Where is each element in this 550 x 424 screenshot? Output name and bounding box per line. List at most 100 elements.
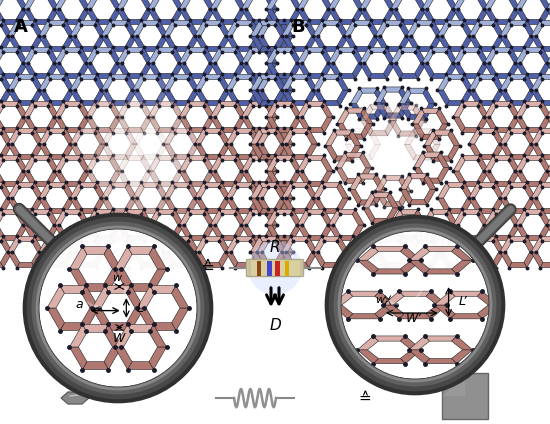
Polygon shape: [86, 47, 97, 63]
Polygon shape: [297, 63, 309, 78]
Polygon shape: [79, 74, 97, 80]
Polygon shape: [399, 20, 411, 36]
Polygon shape: [141, 171, 153, 187]
Polygon shape: [266, 9, 277, 25]
Polygon shape: [70, 90, 82, 106]
Polygon shape: [1, 181, 19, 187]
Polygon shape: [547, 63, 550, 78]
Polygon shape: [398, 131, 416, 136]
Polygon shape: [306, 237, 317, 252]
Polygon shape: [274, 20, 287, 36]
Polygon shape: [32, 73, 50, 78]
Polygon shape: [281, 237, 293, 252]
Polygon shape: [104, 347, 122, 370]
Polygon shape: [290, 46, 309, 52]
Polygon shape: [274, 128, 287, 144]
Polygon shape: [524, 144, 536, 159]
Polygon shape: [275, 156, 293, 161]
Polygon shape: [8, 90, 20, 106]
Polygon shape: [370, 105, 388, 110]
Polygon shape: [484, 225, 496, 240]
Polygon shape: [110, 74, 128, 80]
Polygon shape: [23, 47, 35, 63]
Polygon shape: [0, 47, 4, 63]
Polygon shape: [524, 20, 536, 36]
Polygon shape: [349, 145, 361, 161]
Polygon shape: [399, 87, 411, 103]
Polygon shape: [399, 252, 411, 268]
Bar: [248, 260, 250, 276]
Polygon shape: [128, 362, 153, 370]
Polygon shape: [540, 117, 550, 133]
Polygon shape: [0, 225, 4, 240]
Circle shape: [96, 106, 186, 197]
Polygon shape: [172, 171, 184, 187]
Polygon shape: [360, 63, 372, 78]
Polygon shape: [509, 154, 527, 159]
Polygon shape: [172, 209, 184, 225]
Polygon shape: [452, 246, 472, 260]
Polygon shape: [204, 74, 222, 80]
Polygon shape: [422, 47, 434, 63]
Polygon shape: [195, 144, 207, 159]
Polygon shape: [95, 181, 113, 187]
Polygon shape: [431, 73, 449, 78]
Polygon shape: [210, 47, 222, 63]
Polygon shape: [173, 154, 190, 159]
Polygon shape: [424, 130, 436, 145]
Polygon shape: [137, 285, 155, 308]
Polygon shape: [500, 252, 512, 268]
Polygon shape: [421, 134, 439, 139]
Polygon shape: [281, 36, 293, 52]
Polygon shape: [430, 252, 442, 268]
Polygon shape: [172, 9, 184, 25]
Polygon shape: [235, 262, 253, 268]
Polygon shape: [462, 156, 480, 161]
Polygon shape: [204, 262, 222, 268]
Polygon shape: [540, 63, 550, 78]
Polygon shape: [266, 63, 278, 78]
Polygon shape: [415, 237, 433, 242]
Polygon shape: [428, 145, 440, 160]
Polygon shape: [23, 9, 35, 25]
Polygon shape: [188, 73, 206, 78]
Polygon shape: [462, 20, 480, 25]
Polygon shape: [266, 156, 277, 171]
Polygon shape: [70, 144, 82, 159]
Polygon shape: [0, 9, 4, 25]
Text: W’: W’: [406, 312, 422, 325]
Polygon shape: [547, 101, 550, 117]
Polygon shape: [274, 198, 287, 214]
Polygon shape: [95, 47, 113, 53]
Polygon shape: [163, 144, 175, 159]
Polygon shape: [290, 128, 309, 134]
Polygon shape: [141, 182, 159, 187]
Polygon shape: [414, 152, 426, 167]
Polygon shape: [1, 235, 19, 240]
Polygon shape: [110, 208, 128, 214]
Polygon shape: [128, 324, 153, 332]
Polygon shape: [195, 20, 207, 36]
Polygon shape: [469, 252, 481, 268]
Polygon shape: [16, 154, 35, 159]
Polygon shape: [361, 105, 373, 120]
Text: L’: L’: [459, 295, 468, 308]
Polygon shape: [266, 171, 278, 187]
Polygon shape: [266, 209, 277, 225]
Polygon shape: [8, 198, 20, 214]
Polygon shape: [348, 291, 380, 296]
Polygon shape: [86, 209, 97, 225]
Polygon shape: [163, 36, 175, 52]
Polygon shape: [1, 20, 13, 36]
Polygon shape: [241, 209, 254, 225]
Polygon shape: [415, 209, 427, 225]
Polygon shape: [148, 63, 160, 78]
Polygon shape: [219, 101, 237, 106]
Polygon shape: [515, 47, 527, 63]
Polygon shape: [79, 237, 97, 242]
Polygon shape: [1, 144, 13, 159]
Polygon shape: [509, 74, 527, 80]
Polygon shape: [78, 47, 90, 63]
Polygon shape: [547, 225, 550, 240]
Polygon shape: [163, 252, 175, 268]
